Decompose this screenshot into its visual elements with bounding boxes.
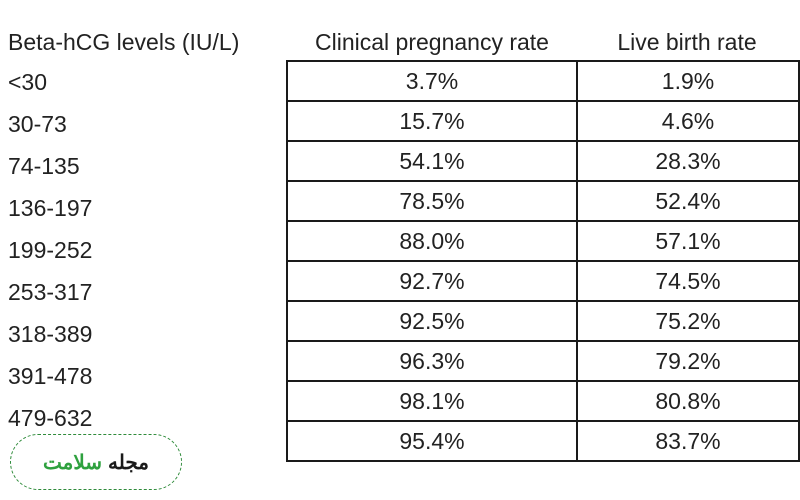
- live-birth-cell: 28.3%: [576, 140, 800, 182]
- table-row: 92.5% 75.2%: [286, 300, 800, 342]
- table-row: 88.0% 57.1%: [286, 220, 800, 262]
- row-label: 30-73: [8, 111, 67, 137]
- magazine-logo: مجله سلامت: [10, 434, 182, 490]
- row-label: 74-135: [8, 153, 80, 179]
- table-row: 95.4% 83.7%: [286, 420, 800, 462]
- clinical-pregnancy-cell: 95.4%: [286, 420, 578, 462]
- logo-word-magazine: مجله: [108, 451, 150, 474]
- live-birth-cell: 75.2%: [576, 300, 800, 342]
- table-row: 96.3% 79.2%: [286, 340, 800, 382]
- table-header-range: Beta-hCG levels (IU/L): [8, 29, 240, 55]
- live-birth-cell: 4.6%: [576, 100, 800, 142]
- row-label: 391-478: [8, 363, 93, 389]
- row-label: <30: [8, 69, 48, 95]
- live-birth-cell: 52.4%: [576, 180, 800, 222]
- logo-word-health: سلامت: [43, 451, 103, 474]
- clinical-pregnancy-cell: 96.3%: [286, 340, 578, 382]
- clinical-pregnancy-cell: 54.1%: [286, 140, 578, 182]
- data-table: 3.7% 1.9% 15.7% 4.6% 54.1% 28.3% 78.5% 5…: [286, 60, 800, 462]
- row-label: 199-252: [8, 237, 93, 263]
- table-row: 15.7% 4.6%: [286, 100, 800, 142]
- clinical-pregnancy-cell: 92.7%: [286, 260, 578, 302]
- table-row: 54.1% 28.3%: [286, 140, 800, 182]
- table-row: 78.5% 52.4%: [286, 180, 800, 222]
- live-birth-cell: 80.8%: [576, 380, 800, 422]
- table-header-live-birth: Live birth rate: [617, 29, 757, 55]
- table-row: 3.7% 1.9%: [286, 60, 800, 102]
- table-row: 92.7% 74.5%: [286, 260, 800, 302]
- row-label: 318-389: [8, 321, 93, 347]
- row-label: 253-317: [8, 279, 93, 305]
- live-birth-cell: 1.9%: [576, 60, 800, 102]
- live-birth-cell: 57.1%: [576, 220, 800, 262]
- clinical-pregnancy-cell: 98.1%: [286, 380, 578, 422]
- live-birth-cell: 79.2%: [576, 340, 800, 382]
- live-birth-cell: 83.7%: [576, 420, 800, 462]
- table-row: 98.1% 80.8%: [286, 380, 800, 422]
- live-birth-cell: 74.5%: [576, 260, 800, 302]
- clinical-pregnancy-cell: 15.7%: [286, 100, 578, 142]
- row-label: 479-632: [8, 405, 93, 431]
- table-header-clinical-pregnancy: Clinical pregnancy rate: [315, 29, 549, 55]
- clinical-pregnancy-cell: 3.7%: [286, 60, 578, 102]
- row-label: 136-197: [8, 195, 93, 221]
- clinical-pregnancy-cell: 92.5%: [286, 300, 578, 342]
- clinical-pregnancy-cell: 88.0%: [286, 220, 578, 262]
- clinical-pregnancy-cell: 78.5%: [286, 180, 578, 222]
